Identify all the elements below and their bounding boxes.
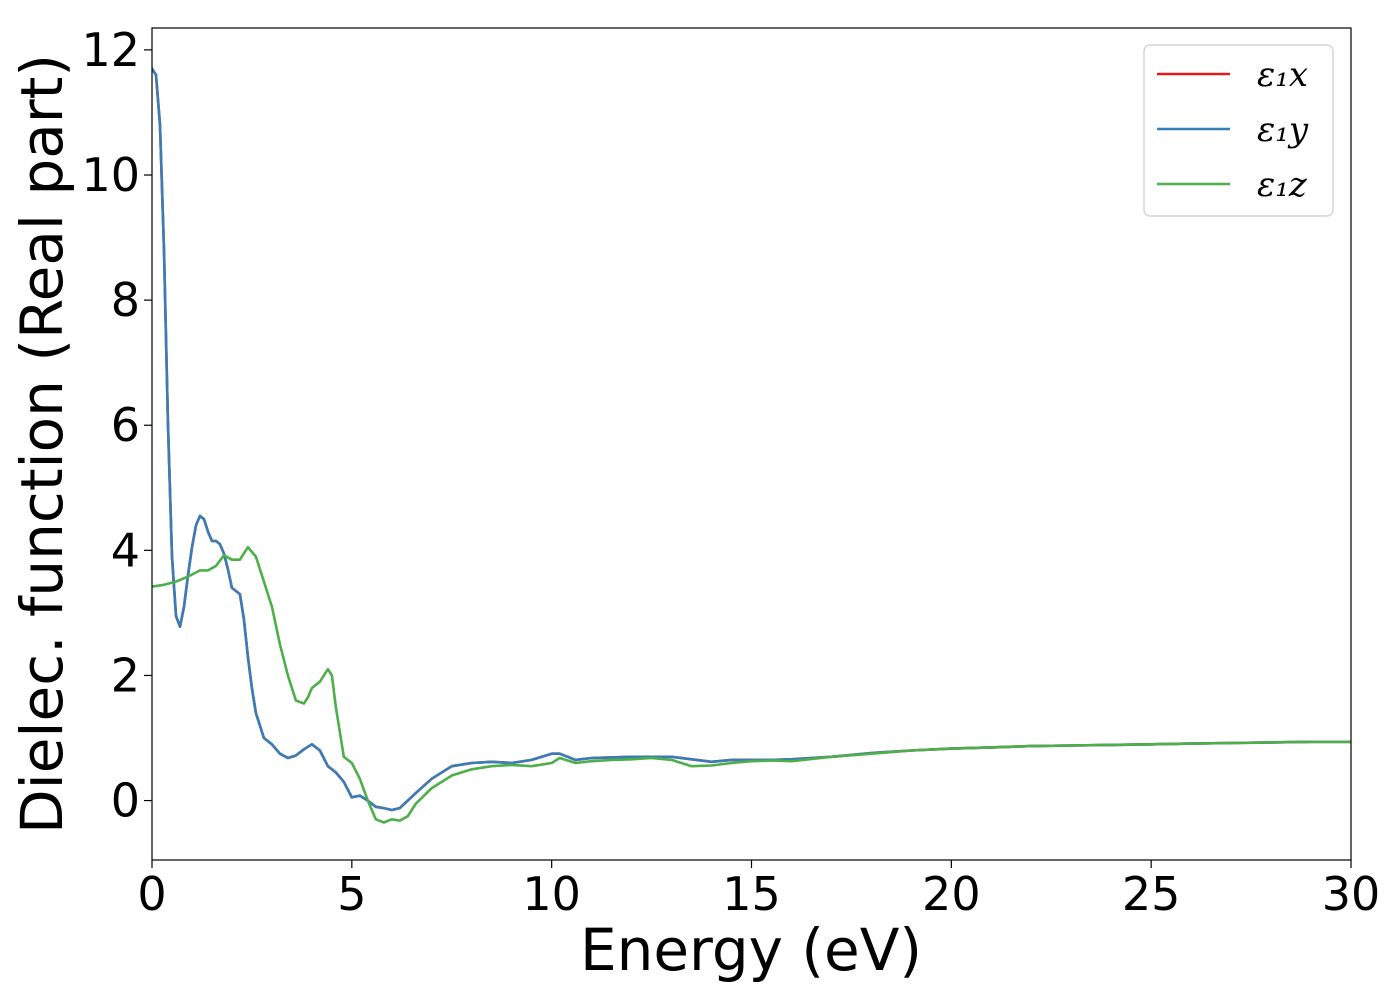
y-tick-label: 12 xyxy=(81,23,140,77)
y-tick-label: 4 xyxy=(111,523,140,577)
series-layer xyxy=(152,67,1351,824)
y-tick-label: 6 xyxy=(111,398,140,452)
y-tick-label: 8 xyxy=(111,273,140,327)
x-tick-label: 5 xyxy=(337,867,366,921)
legend-box xyxy=(1143,44,1334,217)
x-tick-label: 15 xyxy=(722,867,781,921)
y-tick-label: 2 xyxy=(111,648,140,702)
x-tick-label: 0 xyxy=(137,867,166,921)
x-axis: 0 5 10 15 20 25 30 xyxy=(137,860,1380,921)
y-tick-label: 10 xyxy=(81,148,140,202)
x-tick-label: 20 xyxy=(922,867,981,921)
x-tick-label: 30 xyxy=(1322,867,1381,921)
legend: ε₁x ε₁y ε₁z xyxy=(1143,44,1334,217)
series-line-3 xyxy=(152,545,1351,824)
legend-label-1: ε₁x xyxy=(1257,55,1308,95)
y-axis: 0 2 4 6 8 10 12 xyxy=(81,23,152,828)
legend-label-2: ε₁y xyxy=(1257,110,1309,150)
y-axis-title: Dielec. function (Real part) xyxy=(8,54,76,834)
y-tick-label: 0 xyxy=(111,774,140,828)
x-tick-label: 10 xyxy=(522,867,581,921)
x-axis-title: Energy (eV) xyxy=(580,916,922,984)
x-tick-label: 25 xyxy=(1122,867,1181,921)
legend-label-3: ε₁z xyxy=(1257,165,1308,205)
